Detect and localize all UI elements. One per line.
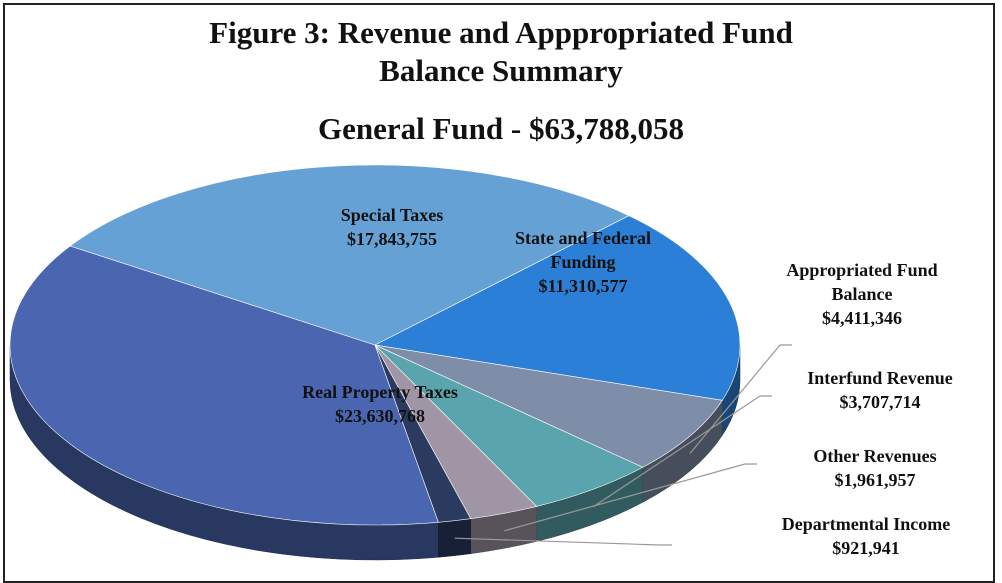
pie-slice	[9, 245, 439, 526]
pie-slice	[374, 344, 723, 468]
slice-value-label: $17,843,755	[347, 229, 437, 249]
slice-label: Other Revenues	[813, 446, 937, 466]
pie-slice	[374, 344, 472, 523]
pie-tops	[9, 164, 741, 526]
slice-value-label: $23,630,768	[335, 406, 425, 426]
slice-label: Departmental Income	[781, 514, 951, 534]
pie-slice	[374, 344, 644, 507]
slice-value-label: $3,707,714	[839, 392, 921, 412]
slice-value-label: $4,411,346	[821, 308, 902, 328]
slice-label: Real Property Taxes	[302, 382, 458, 402]
leader-line	[592, 395, 772, 508]
page: Figure 3: Revenue and Apppropriated Fund…	[3, 3, 995, 583]
slice-label: Special Taxes	[340, 205, 444, 225]
slice-label: Appropriated Fund Balance	[786, 260, 938, 304]
pie-slice	[69, 164, 630, 346]
pie-slice	[374, 215, 741, 401]
slice-value-label: $1,961,957	[834, 470, 916, 490]
slice-label: State and Federal Funding	[515, 228, 651, 272]
leader-line	[504, 463, 757, 532]
slice-value-label: $921,941	[832, 538, 900, 558]
chart-subtitle: General Fund - $63,788,058	[318, 111, 684, 146]
slice-value-label: $11,310,577	[538, 276, 628, 296]
chart-title: Figure 3: Revenue and Apppropriated Fund…	[209, 15, 793, 88]
slice-label: Interfund Revenue	[807, 368, 953, 388]
leader-line	[689, 344, 792, 454]
pie-chart	[9, 164, 792, 561]
leader-line	[454, 537, 672, 546]
